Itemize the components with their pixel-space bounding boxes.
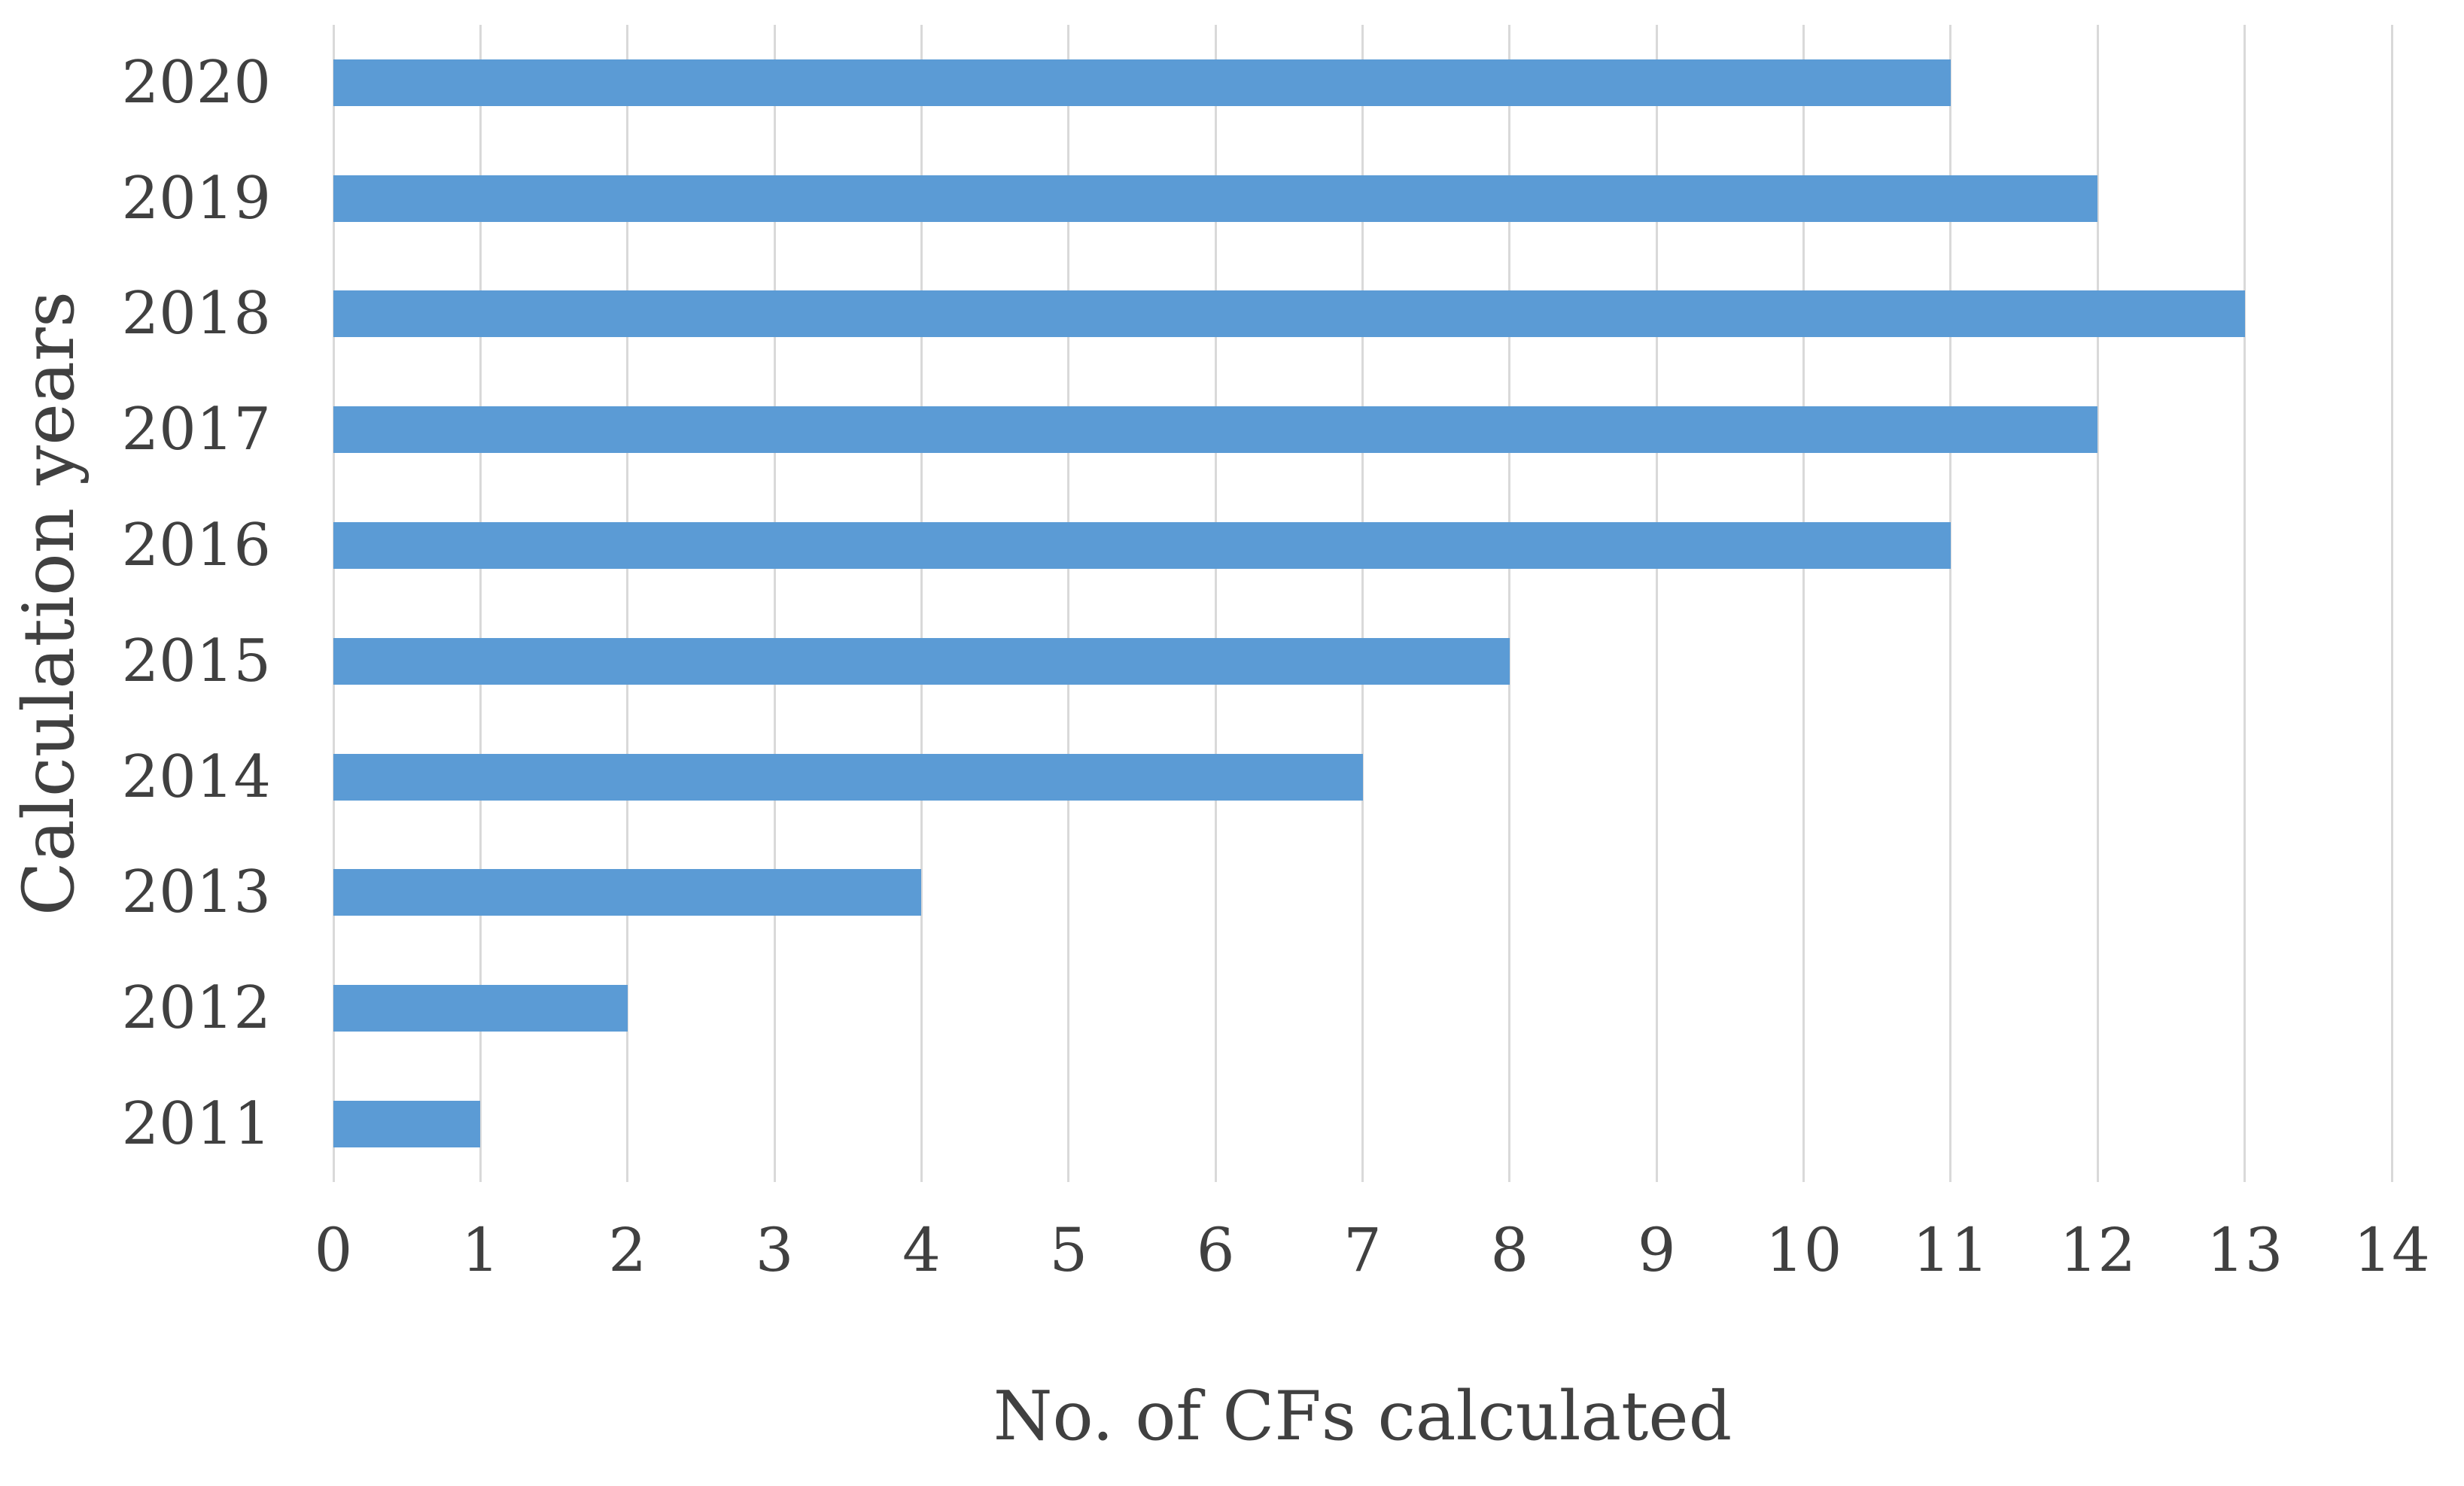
y-tick-label-2016: 2016 <box>121 512 271 580</box>
gridline-x1 <box>479 25 482 1182</box>
x-tick-label-6: 6 <box>1196 1215 1235 1285</box>
x-tick-label-9: 9 <box>1637 1215 1676 1285</box>
bar-2018 <box>333 290 2245 338</box>
y-tick-label-2015: 2015 <box>121 627 271 695</box>
gridline-x14 <box>2390 25 2393 1182</box>
bar-2016 <box>333 522 1951 570</box>
x-tick-label-7: 7 <box>1343 1215 1382 1285</box>
bar-2020 <box>333 59 1951 106</box>
bar-row-2017 <box>333 372 2392 488</box>
y-tick-label-2012: 2012 <box>121 974 271 1043</box>
bar-row-2016 <box>333 488 2392 603</box>
bar-row-2013 <box>333 835 2392 951</box>
x-axis-title: No. of CFs calculated <box>993 1377 1732 1456</box>
gridline-x11 <box>1949 25 1952 1182</box>
bar-2015 <box>333 637 1510 685</box>
plot-area <box>332 25 2393 1182</box>
bar-2014 <box>333 753 1363 801</box>
bar-2012 <box>333 985 628 1032</box>
y-tick-label-2018: 2018 <box>121 280 271 348</box>
gridline-x12 <box>2096 25 2099 1182</box>
gridline-x7 <box>1361 25 1364 1182</box>
gridline-x2 <box>626 25 629 1182</box>
x-tick-label-0: 0 <box>314 1215 353 1285</box>
y-axis-labels: 2020 2019 2018 2017 2016 2015 2014 2013 2012 2011 <box>0 25 271 1182</box>
x-tick-label-8: 8 <box>1490 1215 1529 1285</box>
gridline-x5 <box>1067 25 1070 1182</box>
gridline-x10 <box>1802 25 1805 1182</box>
bar-2011 <box>333 1101 481 1148</box>
y-tick-label-2019: 2019 <box>121 164 271 232</box>
x-axis-labels: 0 1 2 3 4 5 6 7 8 9 10 11 12 13 14 <box>315 1215 2430 1311</box>
bar-row-2020 <box>333 25 2392 141</box>
x-tick-label-5: 5 <box>1049 1215 1088 1285</box>
bar-row-2012 <box>333 950 2392 1066</box>
x-tick-label-12: 12 <box>2059 1215 2137 1285</box>
gridline-x0 <box>332 25 335 1182</box>
x-tick-label-14: 14 <box>2353 1215 2430 1285</box>
bar-row-2019 <box>333 141 2392 257</box>
x-tick-label-3: 3 <box>755 1215 794 1285</box>
x-tick-label-4: 4 <box>902 1215 941 1285</box>
bar-2019 <box>333 175 2098 222</box>
y-tick-label-2017: 2017 <box>121 396 271 464</box>
x-tick-label-1: 1 <box>461 1215 500 1285</box>
bars-layer <box>333 25 2392 1182</box>
gridline-x6 <box>1214 25 1217 1182</box>
bar-row-2015 <box>333 603 2392 719</box>
gridline-x9 <box>1655 25 1658 1182</box>
x-tick-label-10: 10 <box>1765 1215 1842 1285</box>
bar-row-2018 <box>333 257 2392 372</box>
gridline-x8 <box>1508 25 1511 1182</box>
bar-row-2014 <box>333 719 2392 835</box>
gridline-x13 <box>2243 25 2246 1182</box>
bar-2013 <box>333 869 922 916</box>
gridline-x3 <box>773 25 776 1182</box>
y-tick-label-2020: 2020 <box>121 48 271 117</box>
x-tick-label-2: 2 <box>608 1215 647 1285</box>
gridline-x4 <box>920 25 923 1182</box>
bar-row-2011 <box>333 1066 2392 1182</box>
y-tick-label-2013: 2013 <box>121 858 271 927</box>
gridlines-layer <box>332 25 2393 1182</box>
x-tick-label-11: 11 <box>1912 1215 1989 1285</box>
y-tick-label-2014: 2014 <box>121 743 271 811</box>
bar-2017 <box>333 406 2098 454</box>
y-tick-label-2011: 2011 <box>121 1090 271 1159</box>
x-tick-label-13: 13 <box>2206 1215 2283 1285</box>
